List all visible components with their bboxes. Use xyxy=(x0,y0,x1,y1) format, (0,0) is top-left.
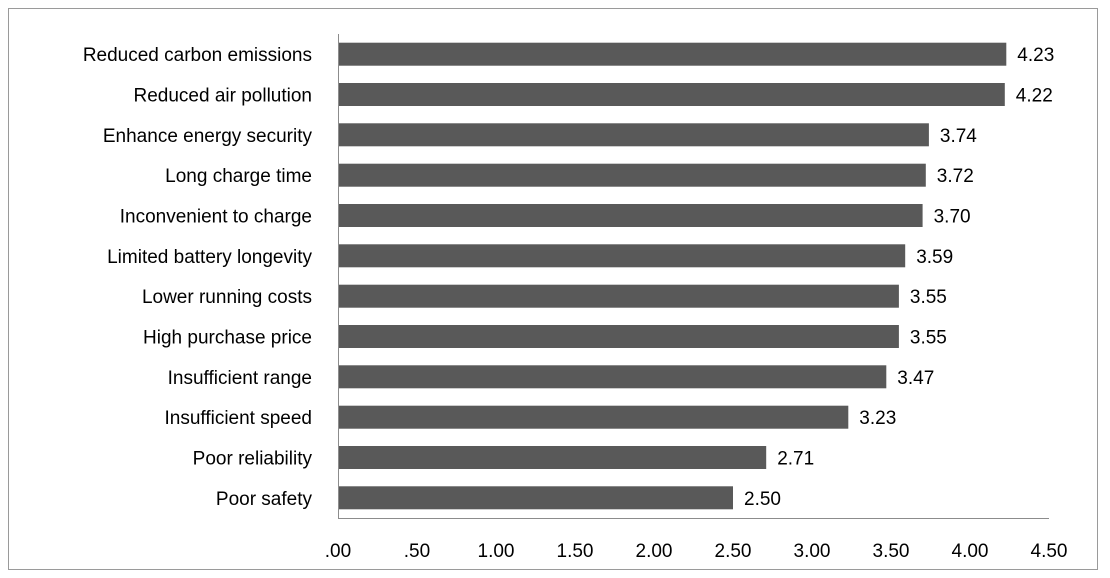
value-label: 3.23 xyxy=(859,408,896,429)
value-label: 3.74 xyxy=(940,126,977,147)
x-tick-label: 1.00 xyxy=(478,541,515,562)
x-tick-label: 3.00 xyxy=(794,541,831,562)
bar xyxy=(338,325,899,348)
category-label: Limited battery longevity xyxy=(107,247,312,268)
category-label: Long charge time xyxy=(165,166,312,187)
category-label: Enhance energy security xyxy=(103,126,313,147)
value-label: 2.71 xyxy=(777,449,814,470)
category-label: Inconvenient to charge xyxy=(120,207,312,228)
category-label: Poor reliability xyxy=(193,449,313,470)
bar xyxy=(338,446,767,469)
x-tick-label: .50 xyxy=(404,541,430,562)
value-label: 3.55 xyxy=(910,287,947,308)
value-label: 4.22 xyxy=(1016,86,1053,107)
x-tick-labels: .00 .50 1.00 1.50 2.00 2.50 3.00 3.50 4.00 4.50 xyxy=(325,541,1068,562)
value-label: 4.23 xyxy=(1017,45,1054,66)
x-tick-label: 4.50 xyxy=(1031,541,1068,562)
category-label: Reduced air pollution xyxy=(133,86,312,107)
bar xyxy=(338,204,923,227)
category-label: Insufficient speed xyxy=(164,408,312,429)
bar xyxy=(338,244,906,268)
value-label: 3.47 xyxy=(897,368,934,389)
category-labels: Reduced carbon emissions Reduced air poll… xyxy=(83,45,313,510)
value-label: 3.59 xyxy=(916,247,953,268)
bar xyxy=(338,365,887,389)
value-label: 3.72 xyxy=(937,166,974,187)
bar xyxy=(338,284,899,308)
value-labels: 4.23 4.22 3.74 3.72 3.70 3.59 3.55 3.55 3.473.23… xyxy=(744,45,1054,510)
x-tick-label: .00 xyxy=(325,541,351,562)
value-label: 3.55 xyxy=(910,328,947,349)
x-tick-label: 2.50 xyxy=(715,541,752,562)
x-tick-label: 4.00 xyxy=(952,541,989,562)
axes xyxy=(338,34,1049,519)
category-label: Insufficient range xyxy=(168,368,312,389)
value-label: 3.70 xyxy=(934,207,971,228)
value-label: 2.50 xyxy=(744,489,781,510)
bar xyxy=(338,405,849,429)
bar xyxy=(338,83,1005,106)
x-tick-label: 3.50 xyxy=(873,541,910,562)
x-tick-label: 1.50 xyxy=(557,541,594,562)
x-tick-label: 2.00 xyxy=(636,541,673,562)
category-label: Lower running costs xyxy=(142,287,312,308)
bar xyxy=(338,486,733,510)
category-label: Poor safety xyxy=(216,489,313,510)
bar xyxy=(338,123,929,147)
category-label: Reduced carbon emissions xyxy=(83,45,312,66)
category-label: High purchase price xyxy=(143,328,312,349)
bar xyxy=(338,42,1007,66)
bars-group xyxy=(338,42,1007,510)
bar xyxy=(338,163,926,187)
